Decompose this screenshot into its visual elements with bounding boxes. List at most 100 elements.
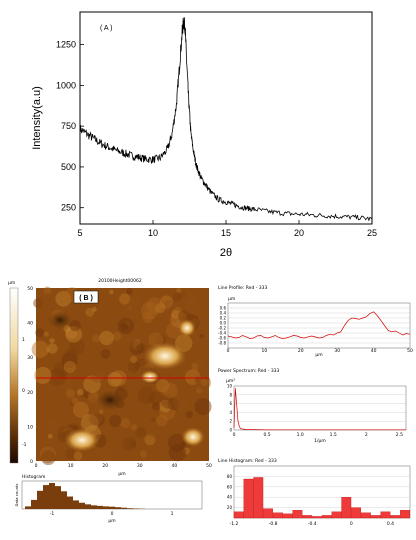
line-histogram-x-tick-label: 0: [350, 521, 353, 527]
power-spectrum-y-tick-label: 0: [229, 428, 232, 433]
histogram-bar: [121, 508, 127, 509]
afm-dark-feature: [48, 311, 72, 329]
afm-texture-spot: [195, 398, 212, 415]
afm-texture-spot: [65, 349, 78, 362]
line-profile-x-tick-label: 50: [407, 348, 413, 354]
afm-texture-spot: [92, 307, 97, 312]
histogram-bar: [61, 491, 67, 509]
afm-texture-spot: [35, 328, 44, 337]
afm-y-tick-label: 50: [27, 286, 33, 292]
xrd-y-tick-label: 750: [61, 121, 76, 131]
histogram-bar: [25, 506, 31, 509]
afm-texture-spot: [71, 397, 78, 404]
line-histogram-y-tick-label: 60: [227, 484, 233, 489]
afm-texture-spot: [162, 383, 177, 398]
afm-x-axis-label: μm: [118, 472, 125, 477]
histogram-bar: [31, 500, 37, 509]
afm-texture-spot: [195, 358, 205, 368]
xrd-x-tick-label: 20: [294, 228, 304, 238]
line-profile-x-tick-label: 40: [371, 348, 377, 354]
afm-texture-spot: [64, 361, 76, 373]
histogram-bar: [73, 500, 79, 509]
line-histogram-y-tick-label: 20: [227, 505, 233, 510]
colorbar-unit: μm: [8, 281, 15, 286]
line-profile-x-tick-label: 20: [298, 348, 304, 354]
afm-texture-spot: [109, 290, 114, 295]
power-spectrum-y-tick-label: 10: [227, 384, 233, 389]
histogram-title: Histogram: [22, 474, 45, 480]
line-histogram-title: Line Histogram: Red - 333: [218, 458, 277, 464]
power-spectrum-x-tick-label: 1.0: [297, 432, 304, 438]
afm-bright-feature: [178, 319, 196, 337]
afm-texture-spot: [92, 335, 100, 343]
line-histogram-x-tick-label: -1.2: [230, 521, 239, 527]
line-histogram-bar: [312, 516, 321, 518]
afm-texture-spot: [91, 370, 103, 382]
line-histogram-x-tick-label: -0.8: [269, 521, 278, 527]
afm-texture-spot: [97, 447, 110, 460]
afm-texture-spot: [151, 418, 156, 423]
line-histogram-bar: [400, 510, 409, 518]
power-spectrum-series: [234, 388, 406, 430]
power-spectrum-y-tick-label: 4: [229, 410, 232, 415]
line-histogram-bar: [273, 513, 282, 518]
line-profile-x-tick-label: 10: [262, 348, 268, 354]
afm-texture-spot: [156, 415, 168, 427]
power-spectrum-y-tick-label: 8: [229, 392, 232, 397]
afm-texture-spot: [32, 341, 49, 358]
xrd-ylabel: Intensity(a.u): [31, 86, 43, 150]
afm-texture-spot: [126, 288, 132, 294]
line-histogram-bar: [361, 513, 370, 518]
histogram-bar: [103, 506, 109, 509]
afm-texture-spot: [199, 334, 203, 338]
histogram-ylabel: Data counts: [14, 483, 19, 506]
power-spectrum-x-tick-label: 1.5: [330, 432, 337, 438]
afm-texture-spot: [66, 389, 75, 398]
afm-texture-spot: [186, 411, 193, 418]
afm-texture-spot: [112, 332, 121, 341]
afm-texture-spot: [34, 367, 51, 384]
afm-x-tick-label: 50: [206, 463, 212, 469]
colorbar-tick: 1: [22, 337, 25, 343]
line-histogram-bar: [332, 512, 341, 518]
afm-texture-spot: [131, 424, 137, 430]
line-histogram-bar: [283, 514, 292, 518]
histogram-bar: [115, 507, 121, 509]
histogram-bar: [55, 486, 61, 509]
histogram-bar: [97, 506, 103, 509]
line-histogram-bar: [244, 479, 253, 518]
afm-title: 20100Height00062: [98, 278, 142, 284]
afm-y-tick-label: 10: [27, 424, 33, 430]
afm-texture-spot: [120, 418, 130, 428]
afm-texture-spot: [49, 368, 67, 386]
line-histogram-bar: [371, 515, 380, 518]
afm-texture-spot: [43, 419, 55, 431]
line-histogram-bar: [293, 510, 302, 518]
afm-texture-spot: [77, 312, 82, 317]
xrd-y-tick-label: 1250: [56, 40, 76, 50]
histogram-bar: [127, 508, 133, 509]
power-spectrum-xlabel: 1/μm: [314, 438, 326, 444]
xrd-xlabel: 2θ: [220, 247, 232, 259]
line-histogram-bar: [263, 509, 272, 518]
afm-texture-spot: [46, 348, 50, 352]
line-histogram-y-tick-label: 40: [227, 495, 233, 500]
line-histogram-bar: [342, 497, 351, 518]
afm-bright-feature: [64, 428, 100, 452]
afm-texture-spot: [43, 396, 47, 400]
power-spectrum-x-tick-label: 2: [365, 432, 368, 438]
line-histogram-bar: [381, 512, 390, 518]
xrd-y-tick-label: 250: [61, 203, 76, 213]
afm-bright-feature: [143, 342, 187, 370]
xrd-y-tick-label: 1000: [56, 80, 76, 90]
line-histogram-x-tick-label: 0.4: [387, 521, 394, 527]
xrd-plot-frame: [80, 12, 372, 224]
line-profile-title: Line Profile: Red - 333: [218, 285, 268, 291]
afm-x-tick-label: 10: [68, 463, 74, 469]
afm-texture-spot: [41, 450, 56, 465]
afm-texture-spot: [129, 295, 142, 308]
power-spectrum-y-tick-label: 2: [229, 419, 232, 424]
line-histogram-bar: [254, 477, 263, 518]
